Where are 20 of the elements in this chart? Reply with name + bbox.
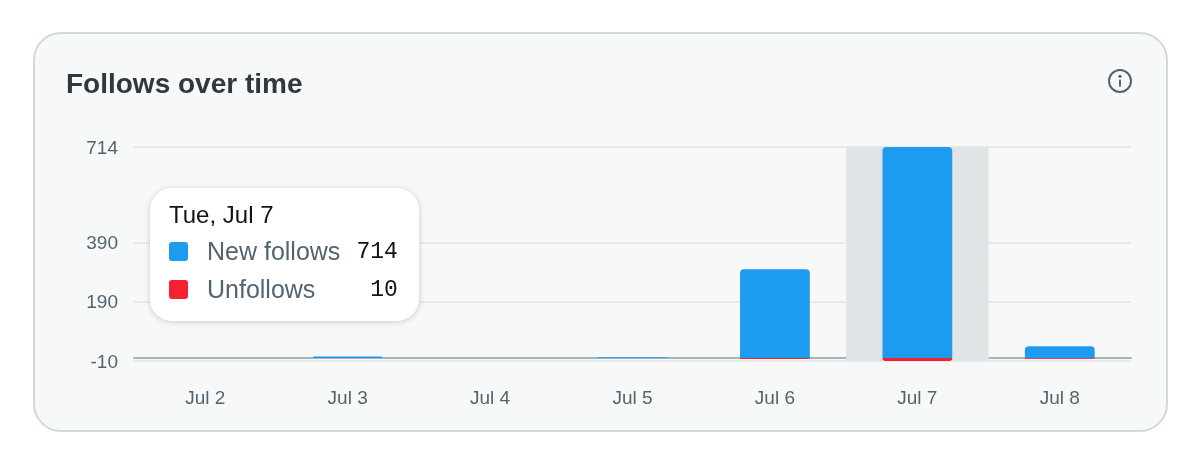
y-tick-label: 390 (86, 232, 118, 254)
x-tick-label: Jul 7 (897, 387, 938, 408)
x-tick-label: Jul 2 (185, 387, 226, 408)
annotation: 10 (370, 276, 398, 303)
x-tick-label: Jul 4 (470, 387, 511, 408)
legend-label: New follows (207, 237, 341, 266)
x-tick-label: Jul 3 (327, 387, 368, 408)
y-tick-label: -10 (90, 350, 118, 372)
chart-title: Follows over time (66, 67, 303, 101)
legend-label: Unfollows (207, 275, 317, 304)
bar (740, 269, 810, 359)
y-tick-label: 714 (86, 136, 119, 158)
y-tick-label: 190 (86, 291, 118, 313)
x-tick-label: Jul 5 (612, 387, 653, 408)
x-tick-label: Jul 6 (754, 387, 795, 408)
bar (1024, 346, 1095, 359)
bar (882, 358, 953, 361)
annotation: 714 (356, 238, 398, 265)
x-tick-label: Jul 8 (1039, 387, 1080, 408)
legend-title: Tue, Jul 7 (169, 200, 275, 229)
